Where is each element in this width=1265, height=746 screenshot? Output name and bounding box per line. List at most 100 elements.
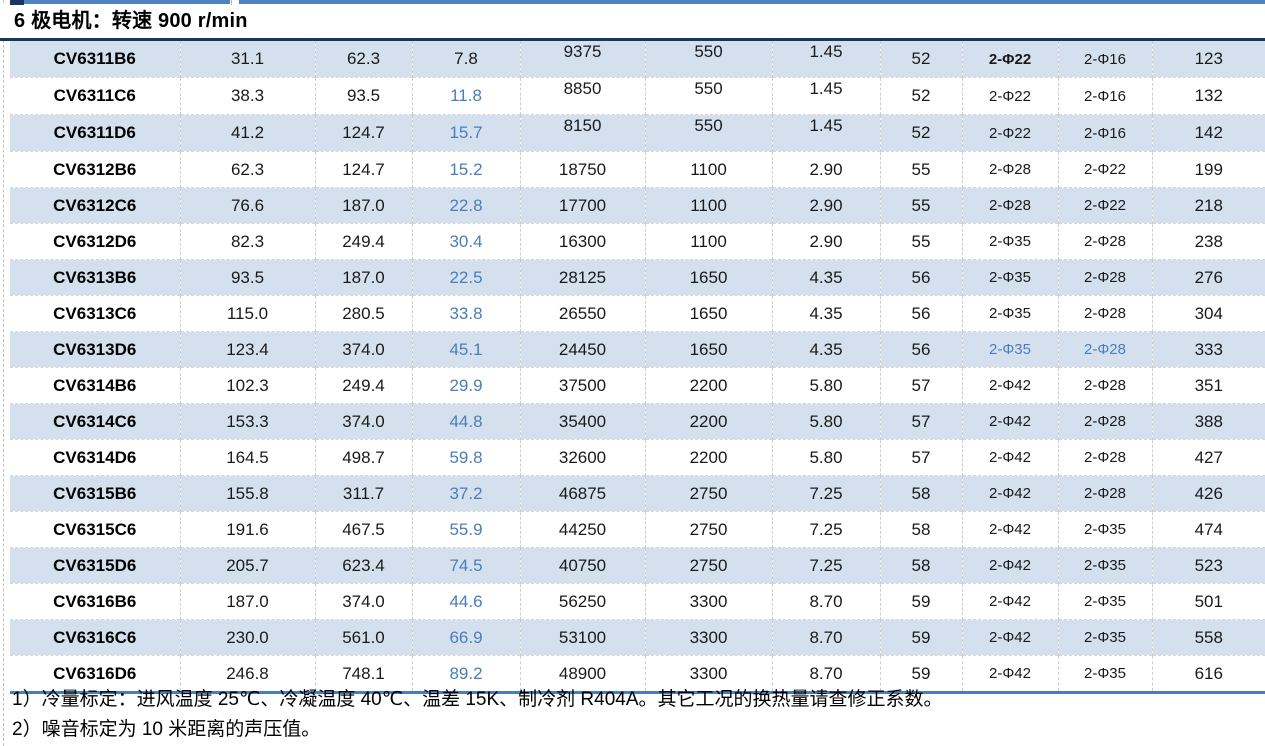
table-cell: 2750 (644, 511, 772, 548)
table-cell: 2-Φ22 (961, 114, 1058, 152)
table-cell: 2-Φ35 (961, 259, 1058, 296)
table-cell: 427 (1151, 439, 1265, 476)
table-cell: 2-Φ16 (1057, 114, 1152, 152)
table-cell: 55 (879, 223, 962, 260)
table-cell: 55 (879, 187, 962, 224)
table-row: CV6313B6 93.5 187.0 22.5 28125 1650 4.35 56 2-Φ3… (10, 259, 1265, 296)
table-cell: 311.7 (314, 475, 412, 512)
table-cell: 2-Φ28 (1057, 439, 1152, 476)
table-cell: 2-Φ42 (961, 583, 1058, 620)
model-cell: CV6311D6 (10, 114, 180, 152)
table-cell: 2-Φ35 (961, 295, 1058, 332)
table-cell: 2-Φ42 (961, 547, 1058, 584)
table-cell: 26550 (519, 295, 645, 332)
table-cell: 616 (1151, 655, 1265, 693)
table-cell: 89.2 (411, 655, 520, 693)
table-cell: 15.2 (411, 151, 520, 188)
table-cell: 2-Φ35 (961, 331, 1058, 368)
table-row: CV6315C6 191.6 467.5 55.9 44250 2750 7.25 58 2-Φ… (10, 511, 1265, 548)
table-cell: 15.7 (411, 114, 520, 152)
table-cell: 2-Φ35 (1057, 655, 1152, 693)
table-row: CV6313C6 115.0 280.5 33.8 26550 1650 4.35 56 2-Φ… (10, 295, 1265, 332)
table-cell: 2-Φ42 (961, 475, 1058, 512)
table-cell: 388 (1151, 403, 1265, 440)
table-cell: 280.5 (314, 295, 412, 332)
table-cell: 7.8 (411, 41, 520, 78)
footnotes: 1）冷量标定：进风温度 25℃、冷凝温度 40℃、温差 15K、制冷剂 R404… (0, 686, 1265, 746)
table-cell: 2-Φ28 (961, 187, 1058, 224)
table-row: CV6311B6 31.1 62.3 7.8 9375 550 1.45 52 2-Φ22 2-Φ… (10, 41, 1265, 78)
model-cell: CV6313B6 (10, 259, 180, 296)
table-row: CV6315B6 155.8 311.7 37.2 46875 2750 7.25 58 2-Φ… (10, 475, 1265, 512)
table-cell: 55.9 (411, 511, 520, 548)
section-title: 6 极电机：转速 900 r/min (0, 5, 1265, 41)
table-cell: 48900 (519, 655, 645, 693)
table-cell: 187.0 (314, 259, 412, 296)
table-cell: 3300 (644, 619, 772, 656)
table-cell: 246.8 (179, 655, 315, 693)
table-cell: 8150 (519, 114, 645, 152)
table-cell: 2-Φ35 (961, 223, 1058, 260)
model-cell: CV6315B6 (10, 475, 180, 512)
table-cell: 2-Φ28 (1057, 403, 1152, 440)
table-cell: 2-Φ22 (1057, 151, 1152, 188)
table-cell: 9375 (519, 41, 645, 78)
spec-table: CV6311B6 31.1 62.3 7.8 9375 550 1.45 52 2-Φ22 2-Φ… (10, 41, 1265, 694)
table-cell: 191.6 (179, 511, 315, 548)
table-cell: 2200 (644, 403, 772, 440)
table-cell: 2-Φ42 (961, 655, 1058, 693)
table-cell: 22.5 (411, 259, 520, 296)
table-cell: 7.25 (771, 547, 880, 584)
table-cell: 2-Φ35 (1057, 547, 1152, 584)
table-cell: 1100 (644, 151, 772, 188)
table-cell: 2750 (644, 547, 772, 584)
table-cell: 474 (1151, 511, 1265, 548)
table-cell: 59.8 (411, 439, 520, 476)
table-cell: 8850 (519, 77, 645, 115)
table-cell: 187.0 (314, 187, 412, 224)
table-cell: 2-Φ42 (961, 619, 1058, 656)
table-cell: 153.3 (179, 403, 315, 440)
table-row: CV6311D6 41.2 124.7 15.7 8150 550 1.45 52 2-Φ22 2… (10, 114, 1265, 152)
table-cell: 187.0 (179, 583, 315, 620)
table-cell: 2-Φ22 (961, 77, 1058, 115)
model-cell: CV6315C6 (10, 511, 180, 548)
table-cell: 8.70 (771, 583, 880, 620)
model-cell: CV6316C6 (10, 619, 180, 656)
model-cell: CV6312B6 (10, 151, 180, 188)
table-cell: 467.5 (314, 511, 412, 548)
table-cell: 11.8 (411, 77, 520, 115)
table-cell: 132 (1151, 77, 1265, 115)
table-cell: 24450 (519, 331, 645, 368)
table-cell: 59 (879, 619, 962, 656)
table-row: CV6312D6 82.3 249.4 30.4 16300 1100 2.90 55 2-Φ3… (10, 223, 1265, 260)
table-cell: 2.90 (771, 151, 880, 188)
table-cell: 22.8 (411, 187, 520, 224)
table-cell: 18750 (519, 151, 645, 188)
table-cell: 57 (879, 367, 962, 404)
model-cell: CV6314D6 (10, 439, 180, 476)
table-cell: 2-Φ42 (961, 367, 1058, 404)
table-cell: 52 (879, 41, 962, 78)
table-cell: 115.0 (179, 295, 315, 332)
table-row: CV6311C6 38.3 93.5 11.8 8850 550 1.45 52 2-Φ22 2-… (10, 77, 1265, 115)
table-cell: 62.3 (314, 41, 412, 78)
table-cell: 2-Φ42 (961, 403, 1058, 440)
table-cell: 38.3 (179, 77, 315, 115)
table-cell: 31.1 (179, 41, 315, 78)
table-cell: 2200 (644, 367, 772, 404)
footnote-2: 2）噪音标定为 10 米距离的声压值。 (12, 719, 321, 740)
table-cell: 561.0 (314, 619, 412, 656)
model-cell: CV6313D6 (10, 331, 180, 368)
table-row: CV6316D6 246.8 748.1 89.2 48900 3300 8.70 59 2-Φ… (10, 655, 1265, 693)
table-row: CV6314B6 102.3 249.4 29.9 37500 2200 5.80 57 2-Φ… (10, 367, 1265, 404)
table-cell: 3300 (644, 583, 772, 620)
table-cell: 558 (1151, 619, 1265, 656)
table-cell: 2-Φ28 (1057, 259, 1152, 296)
table-cell: 155.8 (179, 475, 315, 512)
table-cell: 2200 (644, 439, 772, 476)
table-cell: 249.4 (314, 367, 412, 404)
table-cell: 2-Φ42 (961, 439, 1058, 476)
table-cell: 56 (879, 295, 962, 332)
table-cell: 498.7 (314, 439, 412, 476)
